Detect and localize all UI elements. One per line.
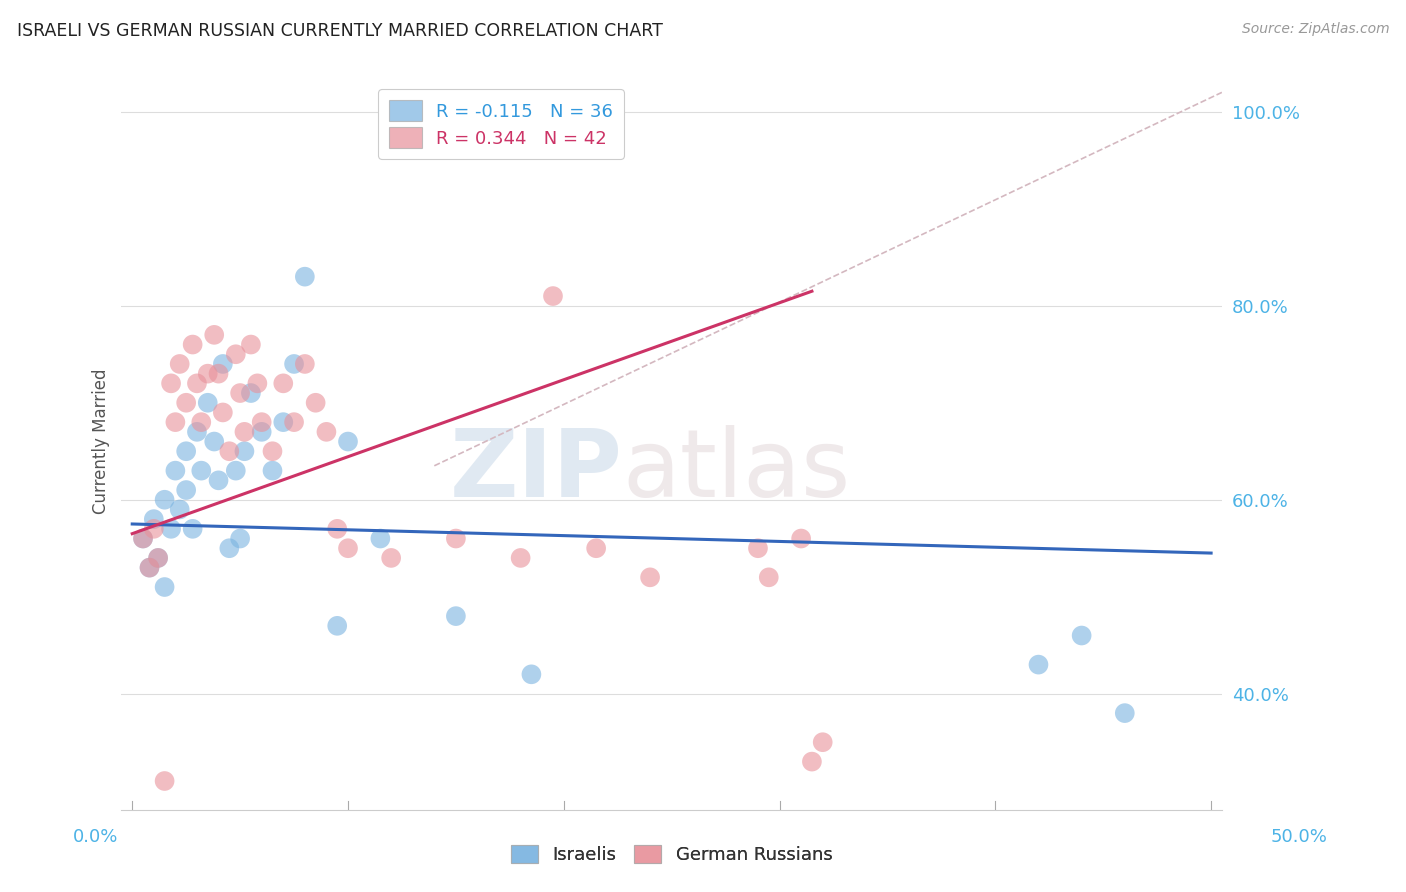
Point (218, 444, 240, 458)
Point (326, 522, 349, 536)
Point (202, 327, 225, 342)
Point (233, 444, 256, 458)
Point (747, 541, 769, 556)
Point (246, 376, 269, 391)
Point (207, 367, 229, 381)
Point (153, 774, 176, 789)
Point (1114, 706, 1136, 720)
Text: Source: ZipAtlas.com: Source: ZipAtlas.com (1241, 22, 1389, 37)
Point (271, 415, 294, 429)
Point (160, 376, 183, 391)
Point (138, 560, 160, 574)
Point (262, 444, 284, 458)
Point (337, 434, 360, 449)
Point (1070, 628, 1092, 642)
Point (212, 357, 235, 371)
Point (153, 492, 176, 507)
Point (190, 415, 212, 429)
Point (132, 532, 155, 546)
Point (250, 425, 273, 439)
Point (142, 522, 165, 536)
Point (186, 425, 208, 439)
Point (509, 550, 531, 565)
Point (800, 755, 823, 769)
Point (212, 405, 235, 419)
Point (160, 522, 183, 536)
Point (239, 386, 262, 401)
Point (181, 522, 204, 536)
Point (132, 532, 155, 546)
Point (790, 532, 813, 546)
Point (169, 502, 191, 516)
Point (174, 396, 197, 410)
Legend: Israelis, German Russians: Israelis, German Russians (503, 838, 839, 871)
Point (146, 550, 169, 565)
Point (370, 532, 392, 546)
Point (190, 464, 212, 478)
Point (271, 376, 294, 391)
Point (229, 386, 252, 401)
Point (197, 367, 219, 381)
Point (197, 396, 219, 410)
Point (283, 357, 305, 371)
Point (444, 609, 467, 624)
Point (225, 464, 247, 478)
Point (142, 512, 165, 526)
Y-axis label: Currently Married: Currently Married (93, 368, 110, 515)
Point (1028, 657, 1050, 672)
Point (165, 415, 187, 429)
Text: 50.0%: 50.0% (1271, 828, 1327, 846)
Point (811, 735, 834, 749)
Point (294, 357, 316, 371)
Point (337, 541, 360, 556)
Point (239, 337, 262, 351)
Point (229, 532, 252, 546)
Text: ZIP: ZIP (450, 425, 621, 517)
Point (250, 415, 273, 429)
Text: atlas: atlas (621, 425, 851, 517)
Point (294, 269, 316, 284)
Point (380, 550, 402, 565)
Point (174, 483, 197, 497)
Point (207, 473, 229, 487)
Point (283, 415, 305, 429)
Point (638, 570, 661, 584)
Point (326, 619, 349, 633)
Point (225, 347, 247, 361)
Point (233, 425, 256, 439)
Point (138, 560, 160, 574)
Point (186, 376, 208, 391)
Point (585, 541, 607, 556)
Point (146, 550, 169, 565)
Point (304, 396, 326, 410)
Point (262, 464, 284, 478)
Point (174, 444, 197, 458)
Point (444, 532, 467, 546)
Text: ISRAELI VS GERMAN RUSSIAN CURRENTLY MARRIED CORRELATION CHART: ISRAELI VS GERMAN RUSSIAN CURRENTLY MARR… (17, 22, 662, 40)
Point (169, 357, 191, 371)
Point (520, 667, 543, 681)
Point (541, 289, 564, 303)
Point (165, 464, 187, 478)
Point (202, 434, 225, 449)
Text: 0.0%: 0.0% (73, 828, 118, 846)
Point (315, 425, 337, 439)
Point (758, 570, 780, 584)
Point (181, 337, 204, 351)
Point (153, 580, 176, 594)
Point (218, 541, 240, 556)
